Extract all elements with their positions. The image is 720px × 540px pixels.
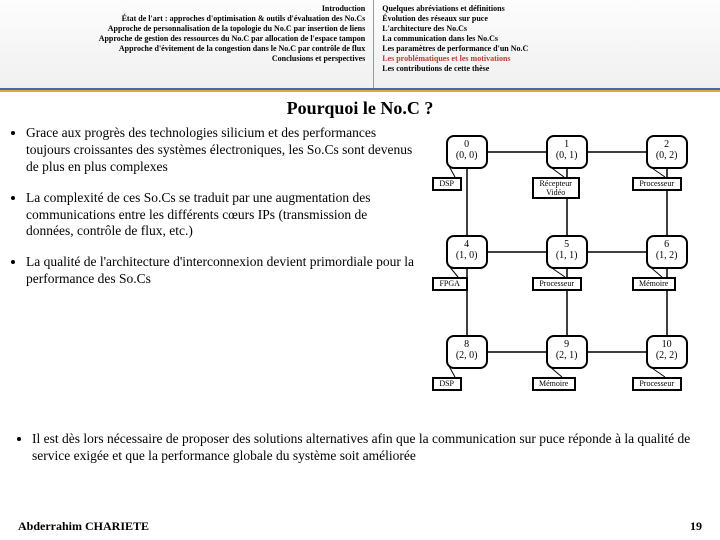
pe-block: FPGA bbox=[432, 277, 468, 291]
router-node: 8(2, 0) bbox=[446, 335, 488, 369]
toc-right: Quelques abréviations et définitionsÉvol… bbox=[374, 0, 720, 88]
pe-block: Processeur bbox=[532, 277, 582, 291]
toc-left: IntroductionÉtat de l'art : approches d'… bbox=[0, 0, 374, 88]
pe-block: DSP bbox=[432, 377, 462, 391]
router-node: 2(0, 2) bbox=[646, 135, 688, 169]
router-node: 9(2, 1) bbox=[546, 335, 588, 369]
bullet-item: Grace aux progrès des technologies silic… bbox=[26, 125, 416, 176]
toc-item: Les paramètres de performance d'un No.C bbox=[382, 44, 712, 54]
toc-item: La communication dans les No.Cs bbox=[382, 34, 712, 44]
toc-item: Les contributions de cette thèse bbox=[382, 64, 712, 74]
router-node: 1(0, 1) bbox=[546, 135, 588, 169]
toc-item: Approche d'évitement de la congestion da… bbox=[8, 44, 365, 54]
pe-block: Mémoire bbox=[532, 377, 576, 391]
bottom-bullet: Il est dès lors nécessaire de proposer d… bbox=[0, 425, 720, 465]
bullet-item: La qualité de l'architecture d'interconn… bbox=[26, 254, 416, 288]
router-node: 10(2, 2) bbox=[646, 335, 688, 369]
page-title: Pourquoi le No.C ? bbox=[0, 98, 720, 119]
pe-block: Processeur bbox=[632, 377, 682, 391]
author: Abderrahim CHARIETE bbox=[18, 519, 149, 534]
bullet-item: La complexité de ces So.Cs se traduit pa… bbox=[26, 190, 416, 241]
router-node: 4(1, 0) bbox=[446, 235, 488, 269]
bullet-list: Grace aux progrès des technologies silic… bbox=[12, 125, 416, 425]
toc-item: État de l'art : approches d'optimisation… bbox=[8, 14, 365, 24]
bottom-bullet-text: Il est dès lors nécessaire de proposer d… bbox=[32, 431, 702, 465]
toc-item: Quelques abréviations et définitions bbox=[382, 4, 712, 14]
toc-item: Introduction bbox=[8, 4, 365, 14]
toc-item: Les problématiques et les motivations bbox=[382, 54, 712, 64]
toc-item: Évolution des réseaux sur puce bbox=[382, 14, 712, 24]
toc-item: Approche de gestion des ressources du No… bbox=[8, 34, 365, 44]
toc-item: L'architecture des No.Cs bbox=[382, 24, 712, 34]
router-node: 6(1, 2) bbox=[646, 235, 688, 269]
pe-block: DSP bbox=[432, 177, 462, 191]
page-number: 19 bbox=[690, 519, 702, 534]
pe-block: Processeur bbox=[632, 177, 682, 191]
noc-diagram: 0(0, 0) 1(0, 1) 2(0, 2) 4(1, 0) 5(1, 1) 6(1, … bbox=[416, 125, 708, 425]
toc-item: Approche de personnalisation de la topol… bbox=[8, 24, 365, 34]
footer: Abderrahim CHARIETE 19 bbox=[18, 519, 702, 534]
toc-item: Conclusions et perspectives bbox=[8, 54, 365, 64]
header: IntroductionÉtat de l'art : approches d'… bbox=[0, 0, 720, 90]
pe-block: RécepteurVidéo bbox=[532, 177, 580, 199]
router-node: 5(1, 1) bbox=[546, 235, 588, 269]
pe-block: Mémoire bbox=[632, 277, 676, 291]
main-content: Grace aux progrès des technologies silic… bbox=[0, 125, 720, 425]
router-node: 0(0, 0) bbox=[446, 135, 488, 169]
